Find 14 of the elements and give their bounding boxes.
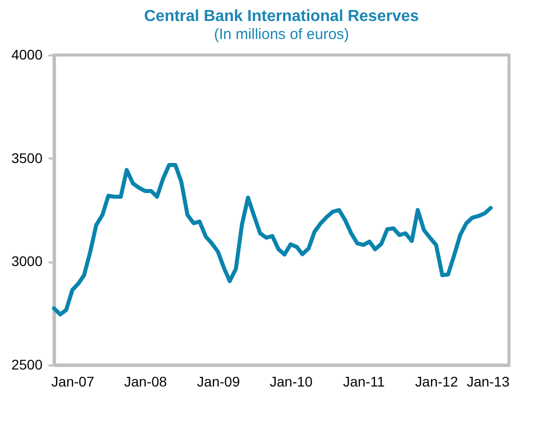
y-tick-label: 4000 (11, 46, 43, 62)
y-tick-label: 3500 (11, 150, 43, 166)
x-tick-label: Jan-12 (415, 374, 458, 390)
x-tick-label: Jan-09 (197, 374, 240, 390)
x-tick-label: Jan-08 (124, 374, 168, 390)
y-tick-label: 2500 (11, 356, 43, 372)
y-tick-label: 3000 (11, 253, 43, 270)
chart-subtitle: (In millions of euros) (214, 26, 350, 43)
x-tick-label: Jan-07 (51, 374, 94, 390)
line-series (52, 162, 493, 316)
x-tick-label: Jan-13 (466, 374, 510, 390)
chart-title: Central Bank International Reserves (144, 8, 419, 25)
x-tick-label: Jan-11 (342, 374, 385, 390)
x-tick-label: Jan-10 (270, 374, 313, 390)
